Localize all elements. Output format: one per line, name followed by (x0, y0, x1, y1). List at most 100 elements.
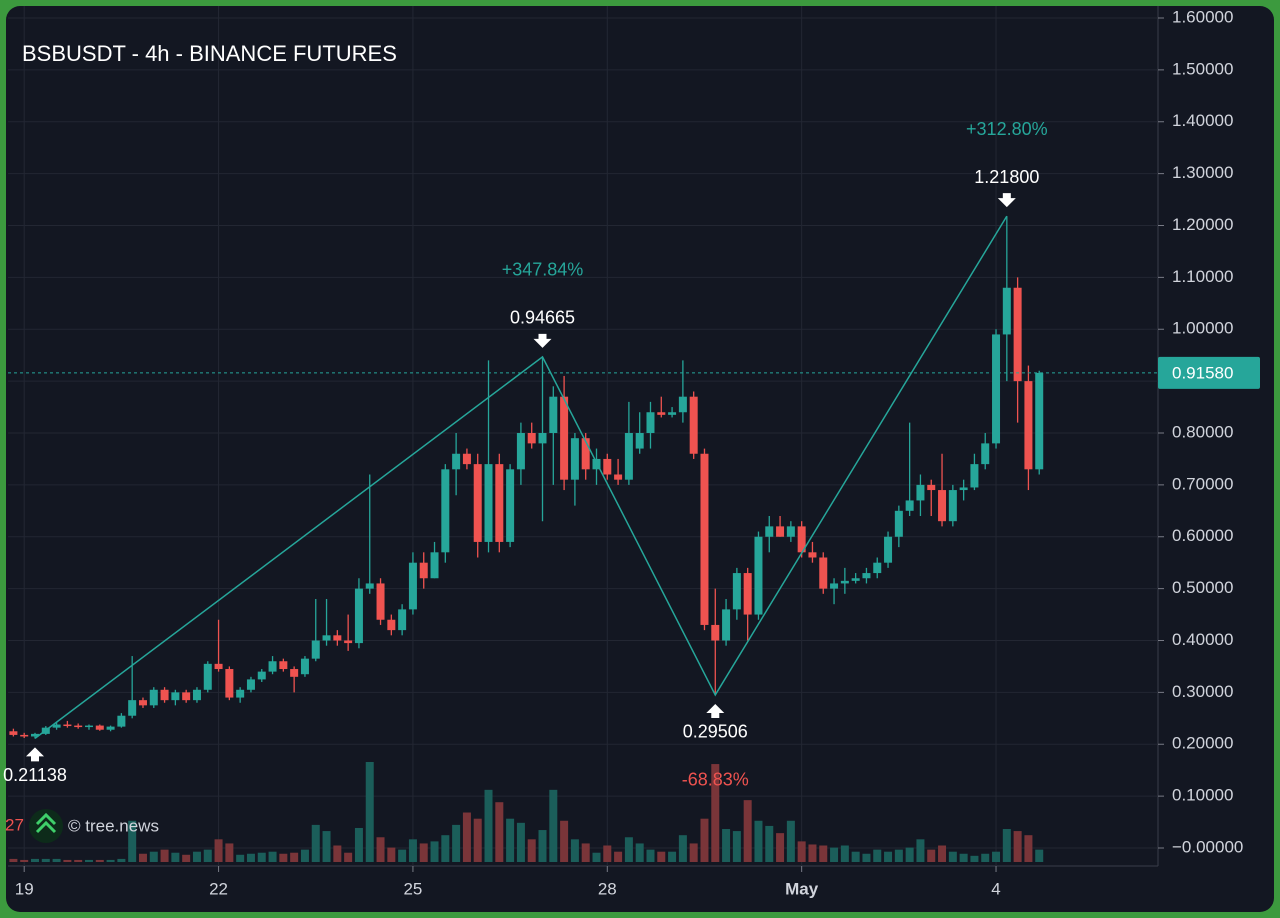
volume-bar (603, 845, 612, 862)
volume-bar (560, 820, 569, 862)
volume-bar (84, 859, 93, 862)
candle-body (225, 669, 234, 698)
y-tick-label: 1.60000 (1172, 7, 1233, 26)
volume-bar (635, 843, 644, 862)
volume-bar (527, 839, 536, 862)
x-tick-label: 28 (598, 879, 617, 898)
volume-bar (1002, 829, 1011, 862)
volume-bar (290, 852, 299, 862)
pivot-change-label: +312.80% (966, 119, 1048, 139)
volume-bar (203, 849, 212, 862)
volume-bar (192, 851, 201, 862)
volume-bar (754, 820, 763, 862)
candle-body (560, 396, 569, 480)
volume-bar (344, 852, 353, 862)
candle-body (106, 726, 115, 730)
volume-bar (948, 851, 957, 862)
volume-bar (862, 853, 871, 862)
candle-body (354, 588, 363, 644)
y-tick-label: −0.00000 (1172, 837, 1243, 856)
current-price-box (1158, 356, 1260, 389)
candle-body (722, 609, 731, 641)
volume-bar (549, 789, 558, 862)
candle-body (581, 438, 590, 470)
candle-body (635, 433, 644, 449)
volume-bar (873, 849, 882, 862)
candle-body (1013, 287, 1022, 382)
candle-body (614, 474, 623, 480)
volume-bar (776, 833, 785, 862)
volume-bar (678, 835, 687, 862)
volume-bar (408, 839, 417, 862)
zigzag-line (34, 215, 1008, 739)
candle-body (419, 562, 428, 579)
candle-body (894, 510, 903, 537)
volume-bar (927, 849, 936, 862)
x-tick-label: 4 (991, 879, 1000, 898)
candle-body (830, 583, 839, 589)
candle-body (9, 731, 18, 735)
volume-bar (387, 847, 396, 862)
volume-bar (646, 849, 655, 862)
volume-bar (884, 851, 893, 862)
volume-bar (225, 843, 234, 862)
volume-bar (268, 851, 277, 862)
candle-body (484, 464, 493, 542)
plot (8, 215, 1158, 862)
volume-bar (138, 853, 147, 862)
candle-body (344, 640, 353, 644)
y-tick-label: 0.80000 (1172, 422, 1233, 441)
pivot-change-label: +347.84% (502, 260, 584, 280)
volume-bar (700, 818, 709, 862)
candle-body (311, 640, 320, 659)
volume-bar (981, 853, 990, 862)
watermark-icon (29, 809, 63, 843)
candle-body (473, 464, 482, 542)
candle-body (819, 557, 828, 589)
candle-body (30, 733, 39, 737)
candle-body (981, 443, 990, 465)
candle-body (182, 692, 191, 701)
candle-body (246, 679, 255, 690)
candle-body (430, 552, 439, 579)
candle-body (95, 725, 104, 730)
candle-body (689, 396, 698, 454)
candle-body (786, 526, 795, 537)
candle-body (916, 484, 925, 501)
candle-body (603, 458, 612, 475)
watermark: © tree.news (68, 816, 159, 835)
candle-body (1024, 381, 1033, 470)
volume-bar (257, 852, 266, 862)
pivot-price-label: 0.21138 (3, 765, 67, 785)
volume-bar (106, 859, 115, 862)
pivot-change-label: -68.83% (682, 770, 749, 790)
pivot-price-label: 1.21800 (974, 167, 1039, 187)
volume-bar (516, 822, 525, 862)
volume-bar (160, 849, 169, 862)
volume-bar (365, 762, 374, 862)
volume-bar (333, 845, 342, 862)
candle-body (236, 689, 245, 698)
candle-body (624, 433, 633, 480)
candle-body (128, 700, 137, 716)
candle-body (495, 464, 504, 542)
candle-body (776, 526, 785, 537)
candle-body (290, 669, 299, 677)
volume-bar (1035, 849, 1044, 862)
candle-body (668, 412, 677, 415)
volume-bar (614, 851, 623, 862)
volume-bar (992, 851, 1001, 862)
pivot-price-label: 0.94665 (510, 308, 575, 328)
volume-bar (95, 859, 104, 862)
candle-body (300, 658, 309, 675)
pivot-arrow (706, 703, 725, 718)
x-tick-label: May (785, 879, 819, 898)
candle-body (754, 536, 763, 615)
volume-bar (279, 853, 288, 862)
candle-body (322, 635, 331, 641)
volume-bar (52, 858, 61, 862)
candle-body (279, 661, 288, 670)
volume-bar (1024, 835, 1033, 862)
candle-body (74, 725, 83, 728)
candle-body (117, 715, 126, 727)
